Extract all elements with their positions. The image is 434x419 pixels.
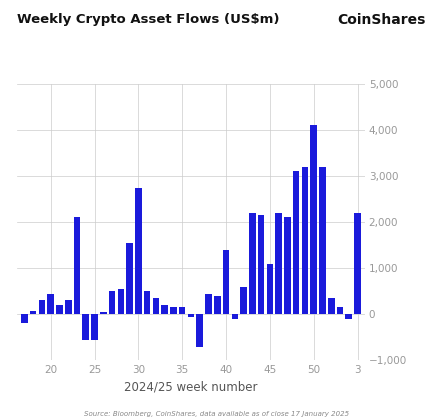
Bar	[21, 314, 28, 323]
Bar	[47, 293, 54, 314]
Text: Weekly Crypto Asset Flows (US$m): Weekly Crypto Asset Flows (US$m)	[17, 13, 280, 26]
Bar	[118, 289, 124, 314]
Bar	[258, 215, 264, 314]
Bar	[170, 308, 177, 314]
Bar	[240, 287, 247, 314]
Bar	[205, 293, 212, 314]
Bar	[65, 300, 72, 314]
Bar	[109, 291, 115, 314]
Bar	[328, 298, 335, 314]
Bar	[231, 314, 238, 319]
Bar	[135, 188, 141, 314]
Bar	[310, 125, 317, 314]
Bar	[179, 308, 185, 314]
Bar	[293, 171, 299, 314]
Bar	[249, 213, 256, 314]
Bar	[319, 167, 326, 314]
X-axis label: 2024/25 week number: 2024/25 week number	[124, 380, 258, 393]
Bar	[56, 305, 63, 314]
Bar	[144, 291, 151, 314]
Bar	[197, 314, 203, 347]
Bar	[161, 305, 168, 314]
Bar	[187, 314, 194, 317]
Bar	[214, 296, 220, 314]
Bar	[39, 300, 45, 314]
Bar	[223, 250, 229, 314]
Bar	[337, 308, 343, 314]
Bar	[91, 314, 98, 339]
Bar	[354, 213, 361, 314]
Bar	[30, 310, 36, 314]
Bar	[345, 314, 352, 319]
Bar	[302, 167, 308, 314]
Bar	[82, 314, 89, 339]
Bar	[126, 243, 133, 314]
Bar	[74, 217, 80, 314]
Bar	[100, 312, 107, 314]
Bar	[275, 213, 282, 314]
Bar	[284, 217, 291, 314]
Text: CoinShares: CoinShares	[337, 13, 425, 26]
Bar	[266, 264, 273, 314]
Bar	[153, 298, 159, 314]
Text: Source: Bloomberg, CoinShares, data available as of close 17 January 2025: Source: Bloomberg, CoinShares, data avai…	[85, 411, 349, 417]
